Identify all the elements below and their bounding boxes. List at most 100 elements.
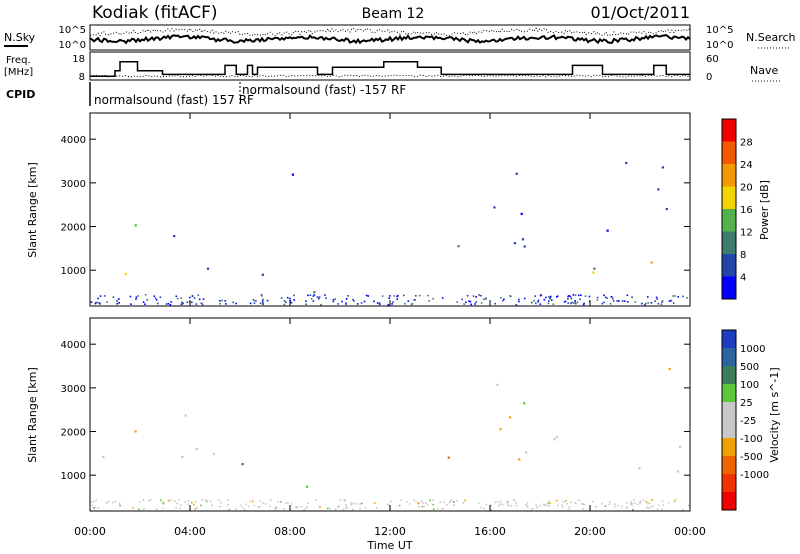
- heatmap-cell: [363, 300, 366, 303]
- heatmap-cell: [588, 295, 591, 298]
- heatmap-cell: [345, 507, 348, 510]
- heatmap-cell: [450, 499, 453, 501]
- heatmap-cell: [221, 299, 223, 302]
- heatmap-cell: [661, 301, 663, 303]
- heatmap-cell: [574, 294, 577, 296]
- heatmap-cell: [219, 300, 221, 302]
- heatmap-cell: [373, 502, 376, 505]
- heatmap-cell: [502, 299, 504, 302]
- heatmap-cell: [262, 298, 264, 301]
- heatmap-cell: [466, 294, 469, 297]
- heatmap-cell: [194, 500, 197, 503]
- heatmap-cell: [228, 508, 231, 511]
- x-tick-label: 20:00: [574, 525, 606, 538]
- heatmap-cell: [112, 296, 115, 298]
- heatmap-cell: [316, 296, 319, 299]
- heatmap-cell: [262, 303, 264, 306]
- heatmap-cell: [478, 294, 480, 296]
- heatmap-cell: [443, 501, 445, 503]
- heatmap-cell: [409, 503, 411, 505]
- heatmap-cell: [407, 300, 410, 302]
- heatmap-cell: [673, 501, 676, 503]
- heatmap-cell: [243, 508, 246, 511]
- heatmap-cell: [376, 302, 379, 304]
- cpid-entry-2: normalsound (fast) -157 RF: [242, 83, 406, 97]
- heatmap-cell: [621, 505, 623, 508]
- heatmap-cell: [547, 300, 550, 302]
- heatmap-cell: [277, 500, 279, 503]
- heatmap-cell: [570, 302, 572, 305]
- heatmap-cell: [224, 300, 227, 302]
- heatmap-cell: [549, 295, 552, 298]
- heatmap-cell: [500, 500, 502, 503]
- heatmap-cell: [411, 303, 414, 305]
- heatmap-cell: [513, 242, 516, 245]
- heatmap-cell: [355, 503, 357, 505]
- heatmap-cell: [469, 300, 472, 303]
- heatmap-cell: [637, 503, 639, 506]
- heatmap-cell: [672, 302, 675, 304]
- heatmap-cell: [437, 507, 439, 510]
- heatmap-cell: [90, 301, 93, 303]
- heatmap-cell: [610, 295, 613, 298]
- heatmap-cell: [475, 301, 478, 303]
- heatmap-cell: [668, 300, 671, 302]
- heatmap-cell: [359, 503, 361, 505]
- heatmap-cell: [549, 296, 552, 299]
- heatmap-cell: [320, 303, 322, 306]
- heatmap-cell: [329, 508, 331, 510]
- heatmap-cell: [219, 505, 221, 508]
- heatmap-cell: [116, 303, 119, 305]
- heatmap-cell: [381, 295, 384, 297]
- heatmap-cell: [305, 485, 309, 488]
- heatmap-cell: [448, 501, 451, 504]
- heatmap-cell: [417, 502, 420, 504]
- colorbar-segment: [722, 384, 736, 403]
- heatmap-cell: [506, 503, 509, 505]
- heatmap-cell: [318, 298, 320, 300]
- heatmap-cell: [595, 506, 597, 508]
- heatmap-cell: [205, 500, 208, 503]
- heatmap-cell: [178, 499, 180, 501]
- heatmap-cell: [604, 505, 607, 507]
- heatmap-cell: [535, 504, 537, 506]
- heatmap-cell: [391, 303, 393, 305]
- colorbar-tick-label: -100: [740, 434, 763, 445]
- heatmap-cell: [283, 508, 285, 510]
- nave-tick-bottom: 0: [706, 72, 712, 83]
- heatmap-cell: [606, 229, 609, 232]
- heatmap-cell: [661, 166, 664, 169]
- heatmap-cell: [539, 303, 542, 305]
- heatmap-cell: [260, 294, 263, 296]
- heatmap-cell: [445, 503, 448, 506]
- heatmap-cell: [415, 500, 417, 503]
- heatmap-cell: [549, 297, 551, 300]
- y-tick-label: 3000: [61, 179, 86, 190]
- heatmap-cell: [661, 500, 664, 502]
- heatmap-cell: [614, 503, 616, 505]
- heatmap-cell: [631, 296, 633, 298]
- heatmap-cell: [142, 499, 144, 501]
- heatmap-cell: [360, 302, 363, 304]
- heatmap-cell: [537, 299, 540, 302]
- heatmap-cell: [280, 297, 283, 299]
- noise-right-tick-top: 10^5: [706, 25, 733, 36]
- heatmap-cell: [651, 499, 653, 501]
- heatmap-cell: [626, 294, 629, 297]
- heatmap-cell: [175, 506, 177, 509]
- colorbar-tick-label: 8: [740, 250, 746, 261]
- heatmap-cell: [275, 506, 277, 508]
- heatmap-cell: [345, 505, 348, 508]
- heatmap-cell: [105, 502, 108, 504]
- heatmap-cell: [536, 506, 538, 508]
- heatmap-cell: [515, 505, 518, 507]
- heatmap-cell: [480, 294, 482, 297]
- heatmap-cell: [396, 298, 399, 300]
- heatmap-cell: [623, 300, 626, 302]
- colorbar-tick-label: 12: [740, 228, 753, 239]
- heatmap-cell: [645, 302, 647, 305]
- heatmap-cell: [388, 297, 390, 299]
- heatmap-cell: [345, 303, 347, 305]
- heatmap-cell: [456, 301, 458, 303]
- heatmap-cell: [560, 504, 563, 507]
